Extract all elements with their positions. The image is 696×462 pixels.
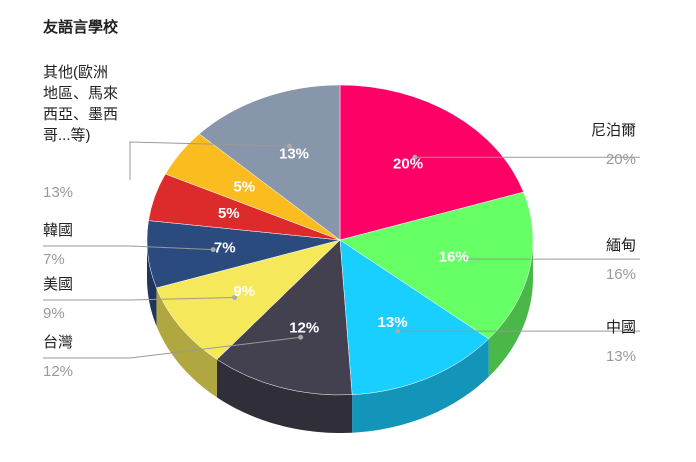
leader-line (129, 141, 290, 180)
legend-value: 20% (606, 151, 636, 168)
slice-label: 9% (233, 283, 255, 300)
legend-value: 9% (43, 305, 65, 322)
legend-value: 12% (43, 363, 73, 380)
legend-label: 其他(歐洲地區、馬來西亞、墨西哥...等) (43, 64, 119, 144)
slice (339, 239, 490, 395)
leader-line (43, 297, 235, 301)
slice-side (488, 240, 533, 377)
slice-label: 16% (439, 248, 469, 265)
slice-label: 7% (214, 240, 236, 257)
legend-value: 7% (43, 251, 65, 268)
slice-side (156, 287, 217, 398)
slice-label: 13% (378, 314, 408, 331)
leader-dot (298, 334, 304, 340)
leader-line (43, 245, 214, 251)
slice-side (216, 359, 353, 433)
legend-label: 台灣 (43, 334, 73, 351)
leader-line (43, 336, 301, 359)
legend-value: 13% (43, 184, 73, 201)
leader-dot (462, 256, 468, 262)
legend-value: 16% (606, 266, 636, 283)
slice (339, 191, 534, 340)
slice (339, 84, 524, 241)
leader-dot (395, 328, 401, 334)
slice-label: 5% (218, 205, 240, 222)
legend-label: 中國 (606, 319, 636, 336)
slice-label: 12% (289, 319, 319, 336)
slice-label: 13% (279, 146, 309, 163)
leader-dot (232, 295, 238, 301)
chart-title: 友語言學校 (43, 18, 119, 36)
slice (216, 239, 353, 396)
slice-side (352, 338, 489, 433)
legend-label: 緬甸 (606, 237, 636, 254)
leader-dot (286, 143, 292, 149)
leader-dot (412, 154, 418, 160)
slice-label: 20% (393, 156, 423, 173)
slice-label: 5% (233, 179, 255, 196)
slice-side (147, 240, 157, 326)
legend-label: 韓國 (43, 222, 73, 239)
legend-value: 13% (606, 348, 636, 365)
slice (198, 84, 341, 241)
legend-label: 尼泊爾 (591, 122, 636, 139)
slice (156, 239, 341, 360)
legend-label: 美國 (43, 276, 73, 293)
leader-dot (210, 247, 216, 253)
